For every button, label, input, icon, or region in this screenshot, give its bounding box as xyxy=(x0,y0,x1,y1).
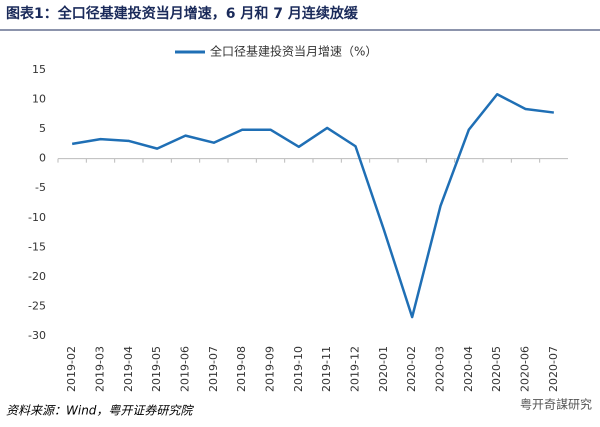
y-tick-label: 5 xyxy=(39,122,46,135)
x-tick-label: 2019-11 xyxy=(320,346,333,392)
y-tick-label: 15 xyxy=(32,63,46,76)
x-tick-label: 2019-04 xyxy=(122,346,135,392)
x-tick-label: 2020-06 xyxy=(519,346,532,392)
x-tick-label: 2019-05 xyxy=(150,346,163,392)
x-tick-label: 2019-06 xyxy=(179,346,192,392)
x-tick-label: 2019-09 xyxy=(264,346,277,392)
y-tick-label: 0 xyxy=(39,152,46,165)
y-tick-label: -25 xyxy=(28,299,46,312)
x-tick-label: 2019-12 xyxy=(349,346,362,392)
x-tick-label: 2020-07 xyxy=(547,346,560,392)
x-tick-label: 2020-02 xyxy=(405,346,418,392)
x-tick-label: 2019-07 xyxy=(207,346,220,392)
series-line xyxy=(71,92,554,319)
y-tick-label: -5 xyxy=(35,181,46,194)
watermark: 粤开奇謀研究 xyxy=(520,397,592,412)
x-tick-label: 2020-03 xyxy=(434,346,447,392)
chart-title: 图表1：全口径基建投资当月增速，6 月和 7 月连续放缓 xyxy=(6,5,359,22)
x-tick-label: 2019-08 xyxy=(235,346,248,392)
y-tick-label: -10 xyxy=(28,211,46,224)
y-tick-label: 10 xyxy=(32,93,46,106)
x-tick-label: 2020-05 xyxy=(490,346,503,392)
x-tick-label: 2020-01 xyxy=(377,346,390,392)
legend-label: 全口径基建投资当月增速（%） xyxy=(210,44,377,59)
y-tick-label: -30 xyxy=(28,329,46,342)
y-tick-label: -15 xyxy=(28,240,46,253)
x-tick-label: 2020-04 xyxy=(462,346,475,392)
x-tick-label: 2019-03 xyxy=(94,346,107,392)
source-note: 资料来源：Wind，粤开证券研究院 xyxy=(6,404,194,418)
y-tick-label: -20 xyxy=(28,270,46,283)
x-tick-label: 2019-02 xyxy=(65,346,78,392)
x-tick-label: 2019-10 xyxy=(292,346,305,392)
